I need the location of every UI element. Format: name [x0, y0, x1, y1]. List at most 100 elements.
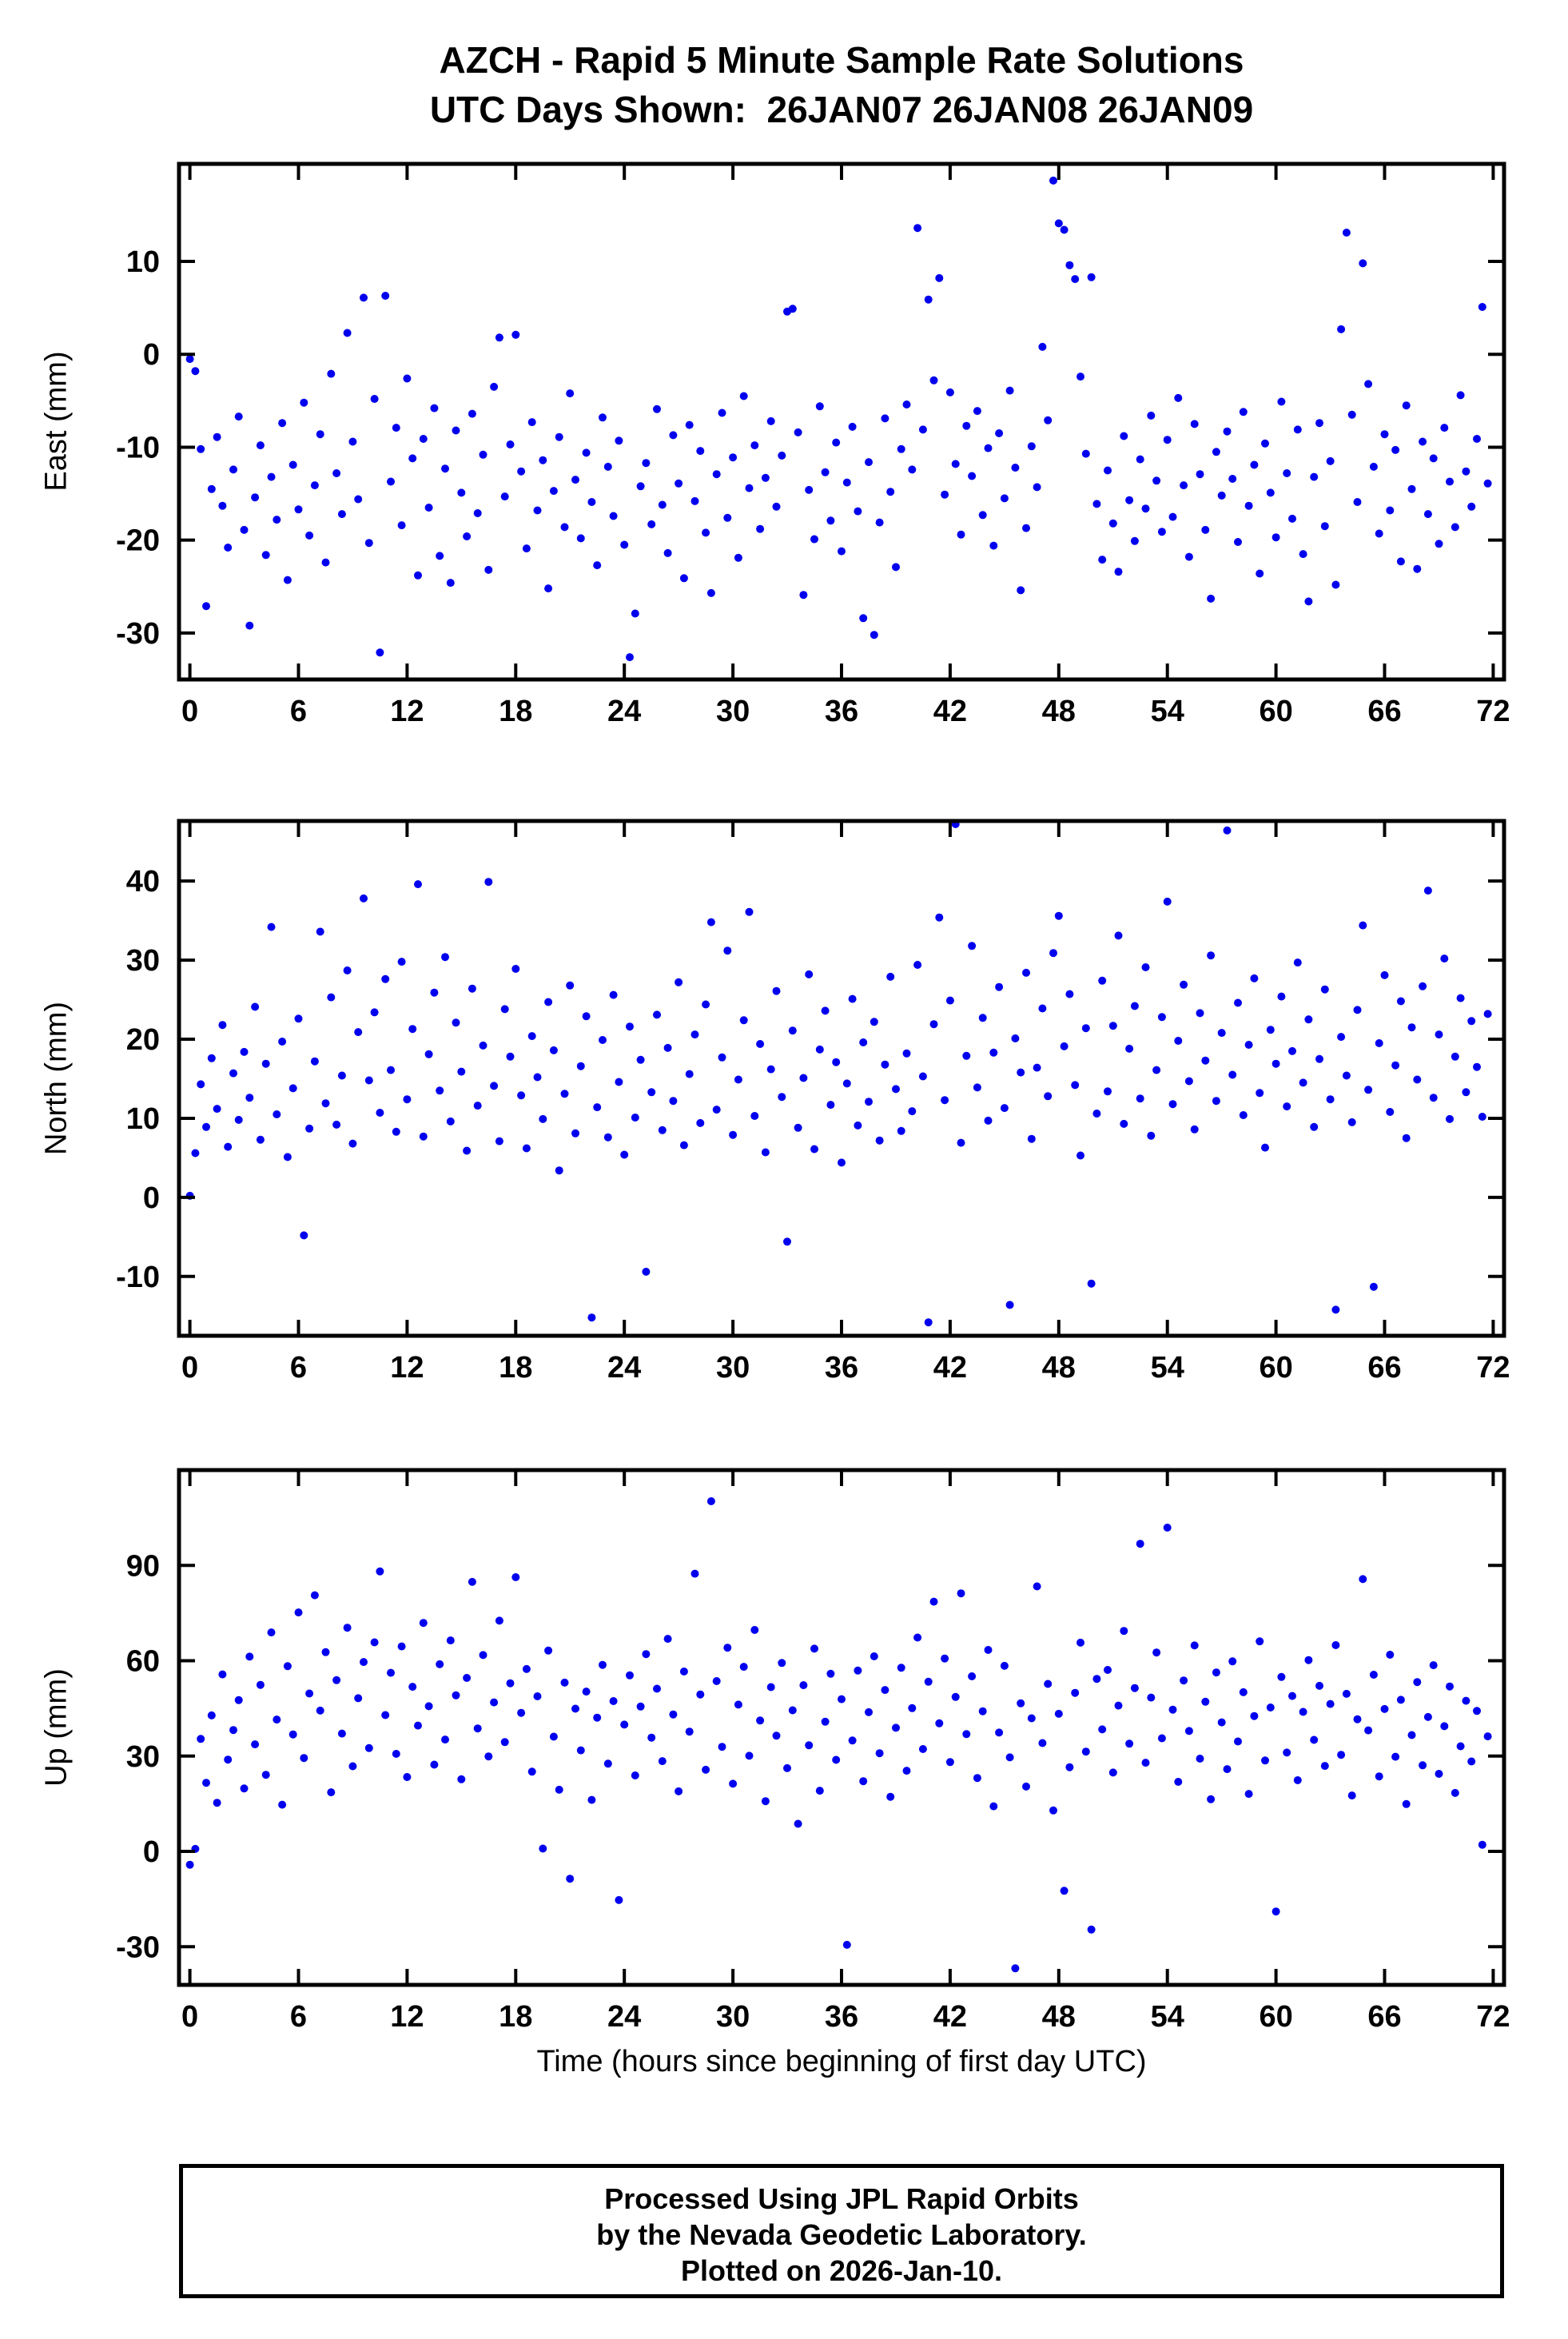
- data-point: [935, 1719, 944, 1727]
- data-point: [463, 1674, 472, 1682]
- data-point: [1380, 1704, 1389, 1713]
- data-point: [1283, 1748, 1291, 1757]
- up-plot-frame: [177, 1468, 1506, 1987]
- data-point: [783, 1237, 791, 1246]
- data-point: [1315, 1054, 1323, 1063]
- data-point: [337, 1071, 346, 1080]
- data-point: [261, 551, 270, 560]
- data-point: [995, 1728, 1004, 1737]
- data-point: [549, 1046, 558, 1054]
- data-point: [408, 1025, 417, 1034]
- data-point: [745, 907, 754, 916]
- data-point: [1342, 1071, 1351, 1080]
- data-point: [354, 1028, 363, 1037]
- data-point: [218, 1670, 227, 1679]
- data-point: [647, 1733, 656, 1742]
- data-point: [1049, 1806, 1057, 1815]
- data-point: [734, 1700, 742, 1709]
- data-point: [706, 588, 715, 597]
- data-point: [675, 479, 683, 488]
- footer-line-1: Processed Using JPL Rapid Orbits: [604, 2182, 1079, 2215]
- data-point: [1114, 1701, 1123, 1710]
- data-point: [1011, 1034, 1020, 1042]
- data-point: [1353, 1006, 1362, 1014]
- data-point: [1380, 970, 1389, 979]
- data-point: [305, 531, 314, 540]
- data-point: [1207, 951, 1216, 960]
- data-point: [1304, 597, 1313, 606]
- data-point: [1017, 1068, 1025, 1077]
- data-point: [294, 1014, 303, 1023]
- data-point: [555, 432, 563, 441]
- data-point: [207, 1054, 216, 1062]
- data-point: [1217, 491, 1226, 500]
- data-point: [1081, 1747, 1090, 1756]
- y-tick-label: 40: [126, 865, 160, 899]
- data-point: [1239, 408, 1248, 416]
- data-point: [848, 994, 857, 1003]
- data-point: [745, 484, 754, 492]
- data-point: [723, 513, 732, 522]
- data-point: [1168, 1705, 1177, 1714]
- data-point: [1180, 1676, 1188, 1685]
- data-point: [1071, 1688, 1080, 1697]
- data-point: [924, 295, 933, 304]
- data-point: [1217, 1718, 1226, 1727]
- data-point: [517, 1091, 526, 1100]
- data-point: [1108, 1768, 1117, 1777]
- data-point: [452, 426, 460, 435]
- data-point: [1212, 1668, 1220, 1677]
- data-point: [267, 1628, 276, 1637]
- data-point: [1331, 580, 1340, 589]
- data-point: [506, 1052, 515, 1061]
- data-point: [870, 1652, 878, 1660]
- data-point: [582, 1688, 591, 1696]
- data-point: [473, 509, 482, 517]
- data-point: [1054, 219, 1063, 228]
- data-point: [815, 1787, 824, 1795]
- data-point: [1473, 1707, 1481, 1715]
- data-point: [1473, 435, 1481, 443]
- data-point: [1005, 1753, 1014, 1762]
- data-point: [419, 1132, 428, 1141]
- data-point: [1402, 1799, 1411, 1808]
- data-point: [1228, 475, 1237, 483]
- data-point: [202, 1122, 210, 1131]
- x-tick-label: 30: [716, 695, 750, 728]
- data-point: [370, 1008, 379, 1017]
- data-point: [587, 1313, 596, 1322]
- data-point: [1283, 1102, 1291, 1111]
- data-point: [778, 451, 786, 460]
- data-point: [310, 1591, 319, 1600]
- data-point: [636, 1055, 645, 1064]
- data-point: [387, 1668, 395, 1677]
- data-point: [1234, 998, 1242, 1007]
- data-point: [348, 1139, 357, 1148]
- data-point: [539, 1114, 547, 1123]
- data-point: [778, 1659, 786, 1668]
- data-point: [729, 1779, 738, 1788]
- x-tick-label: 24: [607, 1351, 641, 1385]
- data-point: [408, 1683, 417, 1691]
- data-point: [870, 631, 878, 640]
- data-point: [1147, 1693, 1156, 1702]
- data-point: [337, 510, 346, 519]
- data-point: [593, 561, 602, 570]
- data-point: [854, 507, 862, 516]
- data-point: [376, 648, 384, 657]
- data-point: [403, 374, 412, 383]
- data-point: [1065, 1763, 1074, 1771]
- data-point: [1114, 568, 1123, 576]
- data-point: [1217, 1029, 1226, 1038]
- data-point: [642, 1650, 651, 1659]
- data-point: [918, 425, 927, 434]
- data-point: [1152, 1066, 1161, 1074]
- data-point: [1310, 1122, 1319, 1131]
- data-point: [924, 1677, 933, 1686]
- data-point: [609, 990, 618, 999]
- data-point: [305, 1124, 314, 1133]
- data-point: [283, 1662, 292, 1671]
- data-point: [1244, 501, 1253, 510]
- data-point: [1163, 1524, 1172, 1532]
- data-point: [636, 1702, 645, 1711]
